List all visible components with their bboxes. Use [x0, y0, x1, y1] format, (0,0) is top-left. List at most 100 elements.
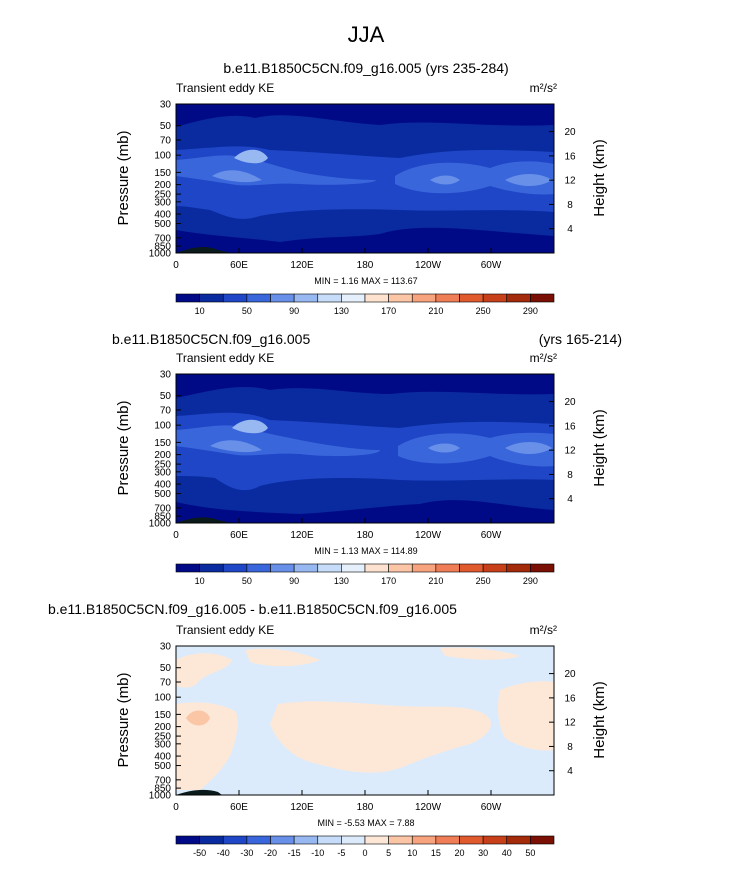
colorbar-swatch: [506, 563, 531, 573]
colorbar-swatch: [482, 835, 508, 845]
x-tick-label: 60W: [481, 802, 502, 813]
colorbar-swatch: [317, 563, 342, 573]
colorbar-swatch: [175, 293, 200, 303]
panel-1-pressure-axis-label: Pressure (mb): [115, 130, 132, 225]
colorbar-label: 20: [454, 848, 464, 858]
panel-3-units: m²/s²: [530, 623, 557, 637]
colorbar-label: 15: [431, 848, 441, 858]
height-tick-label: 20: [564, 397, 576, 408]
panel-1-contour-field: [176, 104, 554, 253]
height-tick-label: 20: [564, 669, 576, 680]
y-tick-label: 250: [154, 190, 171, 201]
panel-2-title: b.e11.B1850C5CN.f09_g16.005: [112, 331, 310, 347]
panel-3-positive-central: [270, 701, 491, 773]
y-tick-label: 300: [154, 467, 171, 478]
y-tick-label: 150: [154, 438, 171, 449]
colorbar-swatch: [364, 293, 389, 303]
y-tick-label: 100: [154, 151, 171, 162]
panel-1-contour-lower-band: [176, 227, 554, 253]
panel-2-height-axis-label: Height (km): [591, 409, 608, 487]
colorbar-swatch: [293, 293, 319, 303]
panel-3-positive-upper-mid: [245, 648, 320, 667]
colorbar-swatch: [317, 835, 342, 845]
colorbar-swatch: [530, 293, 555, 303]
panel-3-positive-max: [186, 710, 210, 726]
panel-2-contour-lower-band: [176, 500, 554, 523]
panel-3-variable-label: Transient eddy KE: [176, 623, 274, 637]
panel-2-min-max-label: MIN = 1.13 MAX = 114.89: [314, 546, 417, 556]
panel-2-contour-max-right: [505, 442, 552, 454]
y-tick-label: 1000: [149, 519, 172, 530]
panel-3-pressure-axis-label: Pressure (mb): [115, 672, 132, 767]
y-tick-label: 400: [154, 210, 171, 221]
page-title: JJA: [348, 22, 385, 47]
panel-3-positive-upper-right: [440, 647, 520, 660]
panel-3-colorbar: -50 -40 -30 -20 -15 -10 -5 0 5 10 15 20 30 40 50: [175, 835, 555, 858]
y-tick-label: 200: [154, 450, 171, 461]
colorbar-label: 210: [428, 576, 443, 586]
colorbar-label: 170: [381, 306, 396, 316]
y-tick-label: 500: [154, 761, 171, 772]
colorbar-label: -15: [288, 848, 301, 858]
colorbar-label: -40: [217, 848, 230, 858]
height-tick-label: 16: [564, 151, 576, 162]
colorbar-swatch: [293, 563, 319, 573]
colorbar-label: 250: [476, 576, 491, 586]
y-tick-label: 400: [154, 480, 171, 491]
x-tick-label: 180: [357, 802, 374, 813]
panel-2-contour-field: [176, 374, 554, 523]
colorbar-swatch: [388, 293, 413, 303]
colorbar-label: 50: [242, 576, 252, 586]
panel-1-contour-max-left: [212, 170, 262, 183]
x-tick-label: 60W: [481, 260, 502, 271]
panel-1: b.e11.B1850C5CN.f09_g16.005 (yrs 235-284…: [115, 60, 608, 316]
colorbar-swatch: [222, 293, 248, 303]
colorbar-swatch: [293, 835, 319, 845]
height-tick-label: 8: [567, 742, 573, 753]
y-tick-label: 150: [154, 710, 171, 721]
x-tick-label: 120E: [290, 260, 314, 271]
y-tick-label: 50: [160, 391, 172, 402]
height-tick-label: 4: [567, 494, 573, 505]
colorbar-label: 0: [362, 848, 367, 858]
colorbar-swatch: [388, 835, 413, 845]
x-tick-label: 0: [173, 260, 179, 271]
y-tick-label: 850: [154, 242, 171, 253]
colorbar-label: -20: [264, 848, 277, 858]
x-tick-label: 60E: [230, 530, 248, 541]
colorbar-label: 250: [476, 306, 491, 316]
panel-3-positive-lower-left: [176, 702, 238, 790]
x-tick-label: 60E: [230, 802, 248, 813]
colorbar-label: 290: [523, 306, 538, 316]
x-tick-label: 120W: [415, 260, 442, 271]
y-tick-label: 250: [154, 460, 171, 471]
panel-2-contour-core-right: [398, 432, 554, 467]
colorbar-label: -30: [240, 848, 253, 858]
panel-3-positive-right: [497, 681, 554, 751]
y-tick-label: 500: [154, 489, 171, 500]
colorbar-label: 5: [386, 848, 391, 858]
y-tick-label: 200: [154, 722, 171, 733]
colorbar-label: 290: [523, 576, 538, 586]
colorbar-swatch: [341, 563, 366, 573]
colorbar-swatch: [246, 563, 271, 573]
height-tick-label: 8: [567, 470, 573, 481]
colorbar-swatch: [199, 293, 224, 303]
x-tick-label: 0: [173, 802, 179, 813]
colorbar-swatch: [435, 293, 460, 303]
colorbar-label: -5: [337, 848, 345, 858]
panel-1-topography-left: [176, 246, 232, 253]
panel-2-contour-upper-band: [176, 374, 554, 398]
y-tick-label: 700: [154, 503, 171, 514]
colorbar-label: 30: [478, 848, 488, 858]
colorbar-swatch: [411, 563, 437, 573]
panel-1-contour-max-top: [234, 149, 268, 164]
colorbar-swatch: [411, 835, 437, 845]
colorbar-label: -50: [193, 848, 206, 858]
y-tick-label: 70: [160, 136, 172, 147]
panel-1-contour-max-mid: [430, 175, 460, 185]
panel-2: b.e11.B1850C5CN.f09_g16.005 (yrs 165-214…: [112, 331, 622, 586]
x-tick-label: 120W: [415, 530, 442, 541]
